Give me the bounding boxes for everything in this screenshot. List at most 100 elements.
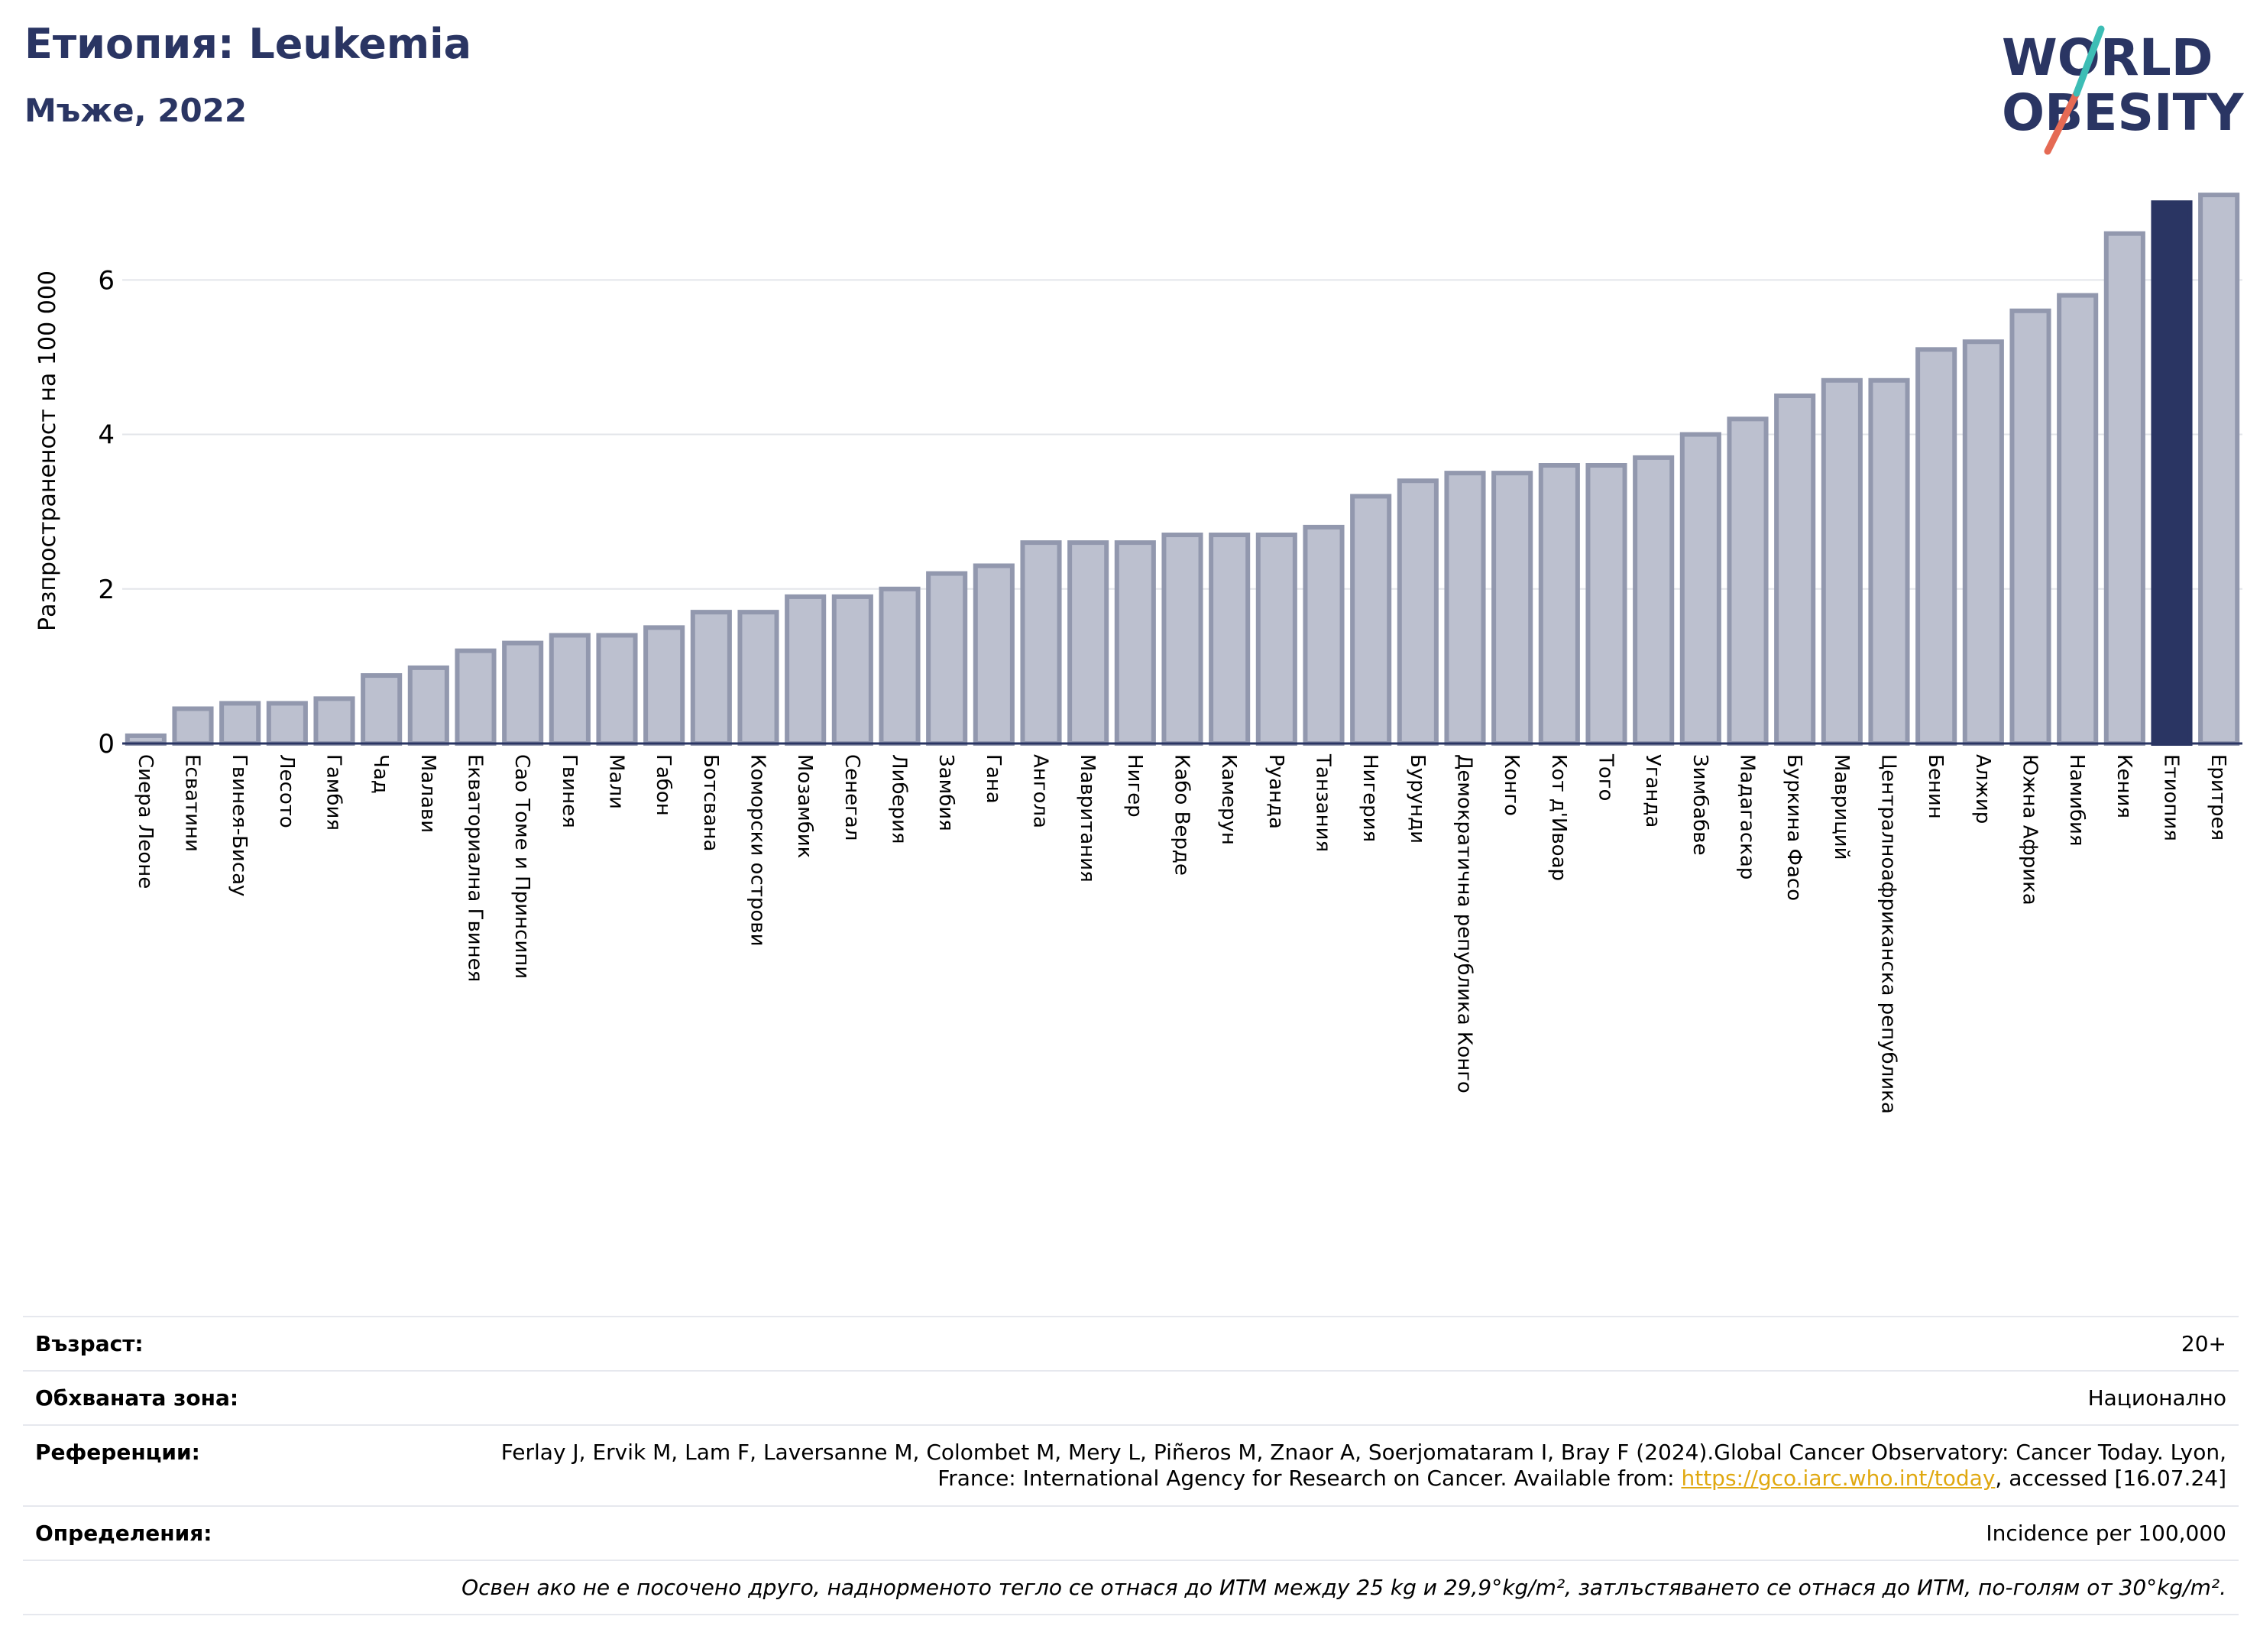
y-tick-label: 0 [98, 729, 115, 760]
bar-16 [879, 586, 921, 746]
x-tick-label: Мавриций [1830, 754, 1853, 860]
x-tick-label: Кабо Верде [1170, 754, 1193, 876]
x-tick-label: Гана [982, 754, 1005, 804]
x-tick-label: Екваториална Гвинея [464, 754, 487, 982]
bar-1 [172, 706, 214, 746]
x-tick-label: Камерун [1217, 754, 1240, 845]
x-tick-label: Танзания [1312, 753, 1335, 852]
x-tick-label: Коморски острови [746, 754, 769, 947]
bars [125, 193, 2240, 747]
bar-4 [313, 696, 355, 746]
references-text: Ferlay J, Ervik M, Lam F, Laversanne M, … [500, 1440, 2226, 1491]
bar-19 [1020, 540, 1062, 746]
x-tick-label: Мавритания [1076, 754, 1099, 883]
bar-6 [407, 665, 449, 747]
x-tick-label: Сенегал [840, 754, 863, 841]
references-link[interactable]: https://gco.iarc.who.int/today [1681, 1466, 1996, 1491]
bar-28 [1444, 471, 1486, 746]
bar-23 [1209, 533, 1251, 746]
footnote: Освен ако не е посочено друго, наднормен… [461, 1575, 2226, 1600]
x-tick-label: Еритрея [2207, 754, 2229, 841]
x-tick-label: Етиопия [2160, 754, 2183, 841]
bar-chart: 0 2 4 6 Сиера Леоне Есватини Гвинея-Бисау Лесо… [34, 193, 2242, 1114]
info-row-note: Освен ако не е посочено друго, наднормен… [23, 1560, 2239, 1615]
x-tick-label: Кот д'Ивоар [1547, 754, 1570, 881]
bar-44 [2198, 193, 2240, 747]
info-row-references: Референции: Ferlay J, Ervik M, Lam F, La… [23, 1424, 2239, 1505]
bar-17 [926, 571, 968, 746]
bar-9 [549, 633, 591, 747]
bar-27 [1397, 478, 1439, 746]
x-tick-label: Есватини [181, 754, 204, 852]
x-tick-label: Замбия [934, 754, 957, 831]
bar-38 [1915, 347, 1957, 747]
x-tick-label: Алжир [1971, 754, 1994, 824]
x-tick-label: Габон [652, 754, 675, 816]
definitions-value: Incidence per 100,000 [1986, 1521, 2226, 1546]
bar-33 [1679, 432, 1721, 746]
bar-22 [1161, 533, 1203, 746]
x-tick-label: Гвинея [558, 754, 581, 828]
bar-42 [2103, 231, 2145, 746]
references-label: Референции: [35, 1440, 200, 1465]
x-tick-label: Сао Томе и Принсипи [510, 754, 533, 979]
x-tick-label: Нигерия [1358, 754, 1381, 842]
info-table: Възраст: 20+ Обхваната зона: Национално … [23, 1316, 2239, 1615]
bar-14 [785, 594, 827, 747]
bar-5 [361, 673, 403, 746]
bar-37 [1868, 377, 1910, 746]
age-value: 20+ [2181, 1331, 2226, 1356]
definitions-label: Определения: [35, 1521, 212, 1546]
x-tick-label: Либерия [888, 754, 911, 844]
bar-40 [2009, 308, 2051, 746]
x-tick-label: Руанда [1264, 754, 1287, 829]
x-tick-label: Бенин [1924, 754, 1947, 819]
bar-35 [1774, 394, 1816, 746]
x-tick-label: Кения [2113, 754, 2135, 818]
bar-15 [831, 594, 873, 747]
x-tick-label: Малави [416, 754, 439, 833]
age-label: Възраст: [35, 1331, 144, 1356]
references-value: Ferlay J, Ervik M, Lam F, Laversanne M, … [469, 1440, 2226, 1492]
x-tick-label: Ангола [1029, 754, 1052, 828]
bar-32 [1633, 455, 1675, 747]
y-tick-label: 2 [98, 575, 115, 605]
info-row-definitions: Определения: Incidence per 100,000 [23, 1505, 2239, 1560]
x-tick-label: Мали [605, 754, 628, 809]
bar-0 [125, 733, 167, 747]
bar-30 [1538, 463, 1580, 746]
bar-31 [1585, 463, 1627, 746]
x-tick-label: Уганда [1641, 754, 1664, 828]
x-tick-label: Централноафриканска република [1877, 754, 1900, 1114]
x-tick-label: Ботсвана [699, 754, 722, 851]
bar-41 [2057, 293, 2099, 746]
bar-10 [596, 633, 638, 747]
info-row-area: Обхваната зона: Национално [23, 1370, 2239, 1424]
x-tick-label: Буркина Фасо [1782, 754, 1805, 901]
bar-20 [1067, 540, 1109, 746]
bar-43 [2151, 200, 2193, 746]
bar-7 [455, 648, 497, 747]
x-tick-label: Лесото [275, 754, 298, 828]
x-tick-label: Гвинея-Бисау [228, 754, 251, 896]
x-tick-label: Того [1595, 753, 1617, 801]
x-tick-label: Демократична република Конго [1453, 754, 1476, 1093]
x-tick-label: Южна Африка [2019, 754, 2041, 905]
bar-12 [690, 610, 732, 746]
x-tick-label: Бурунди [1406, 754, 1429, 844]
bar-26 [1350, 494, 1392, 746]
bar-3 [266, 701, 308, 747]
area-value: Национално [2087, 1385, 2226, 1411]
bar-29 [1491, 471, 1533, 746]
x-tick-label: Конго [1500, 754, 1523, 816]
x-tick-label: Зимбабве [1689, 754, 1711, 856]
references-tail: , accessed [16.07.24] [1995, 1466, 2226, 1491]
bar-39 [1962, 339, 2004, 746]
bar-36 [1821, 377, 1863, 746]
y-tick-label: 4 [98, 420, 115, 451]
x-tick-label: Сиера Леоне [134, 754, 157, 889]
x-tick-label: Нигер [1123, 754, 1146, 818]
bar-8 [502, 640, 544, 746]
y-axis-label: Разпространеност на 100 000 [34, 270, 61, 631]
page-title: Етиопия: Leukemia [24, 20, 472, 68]
